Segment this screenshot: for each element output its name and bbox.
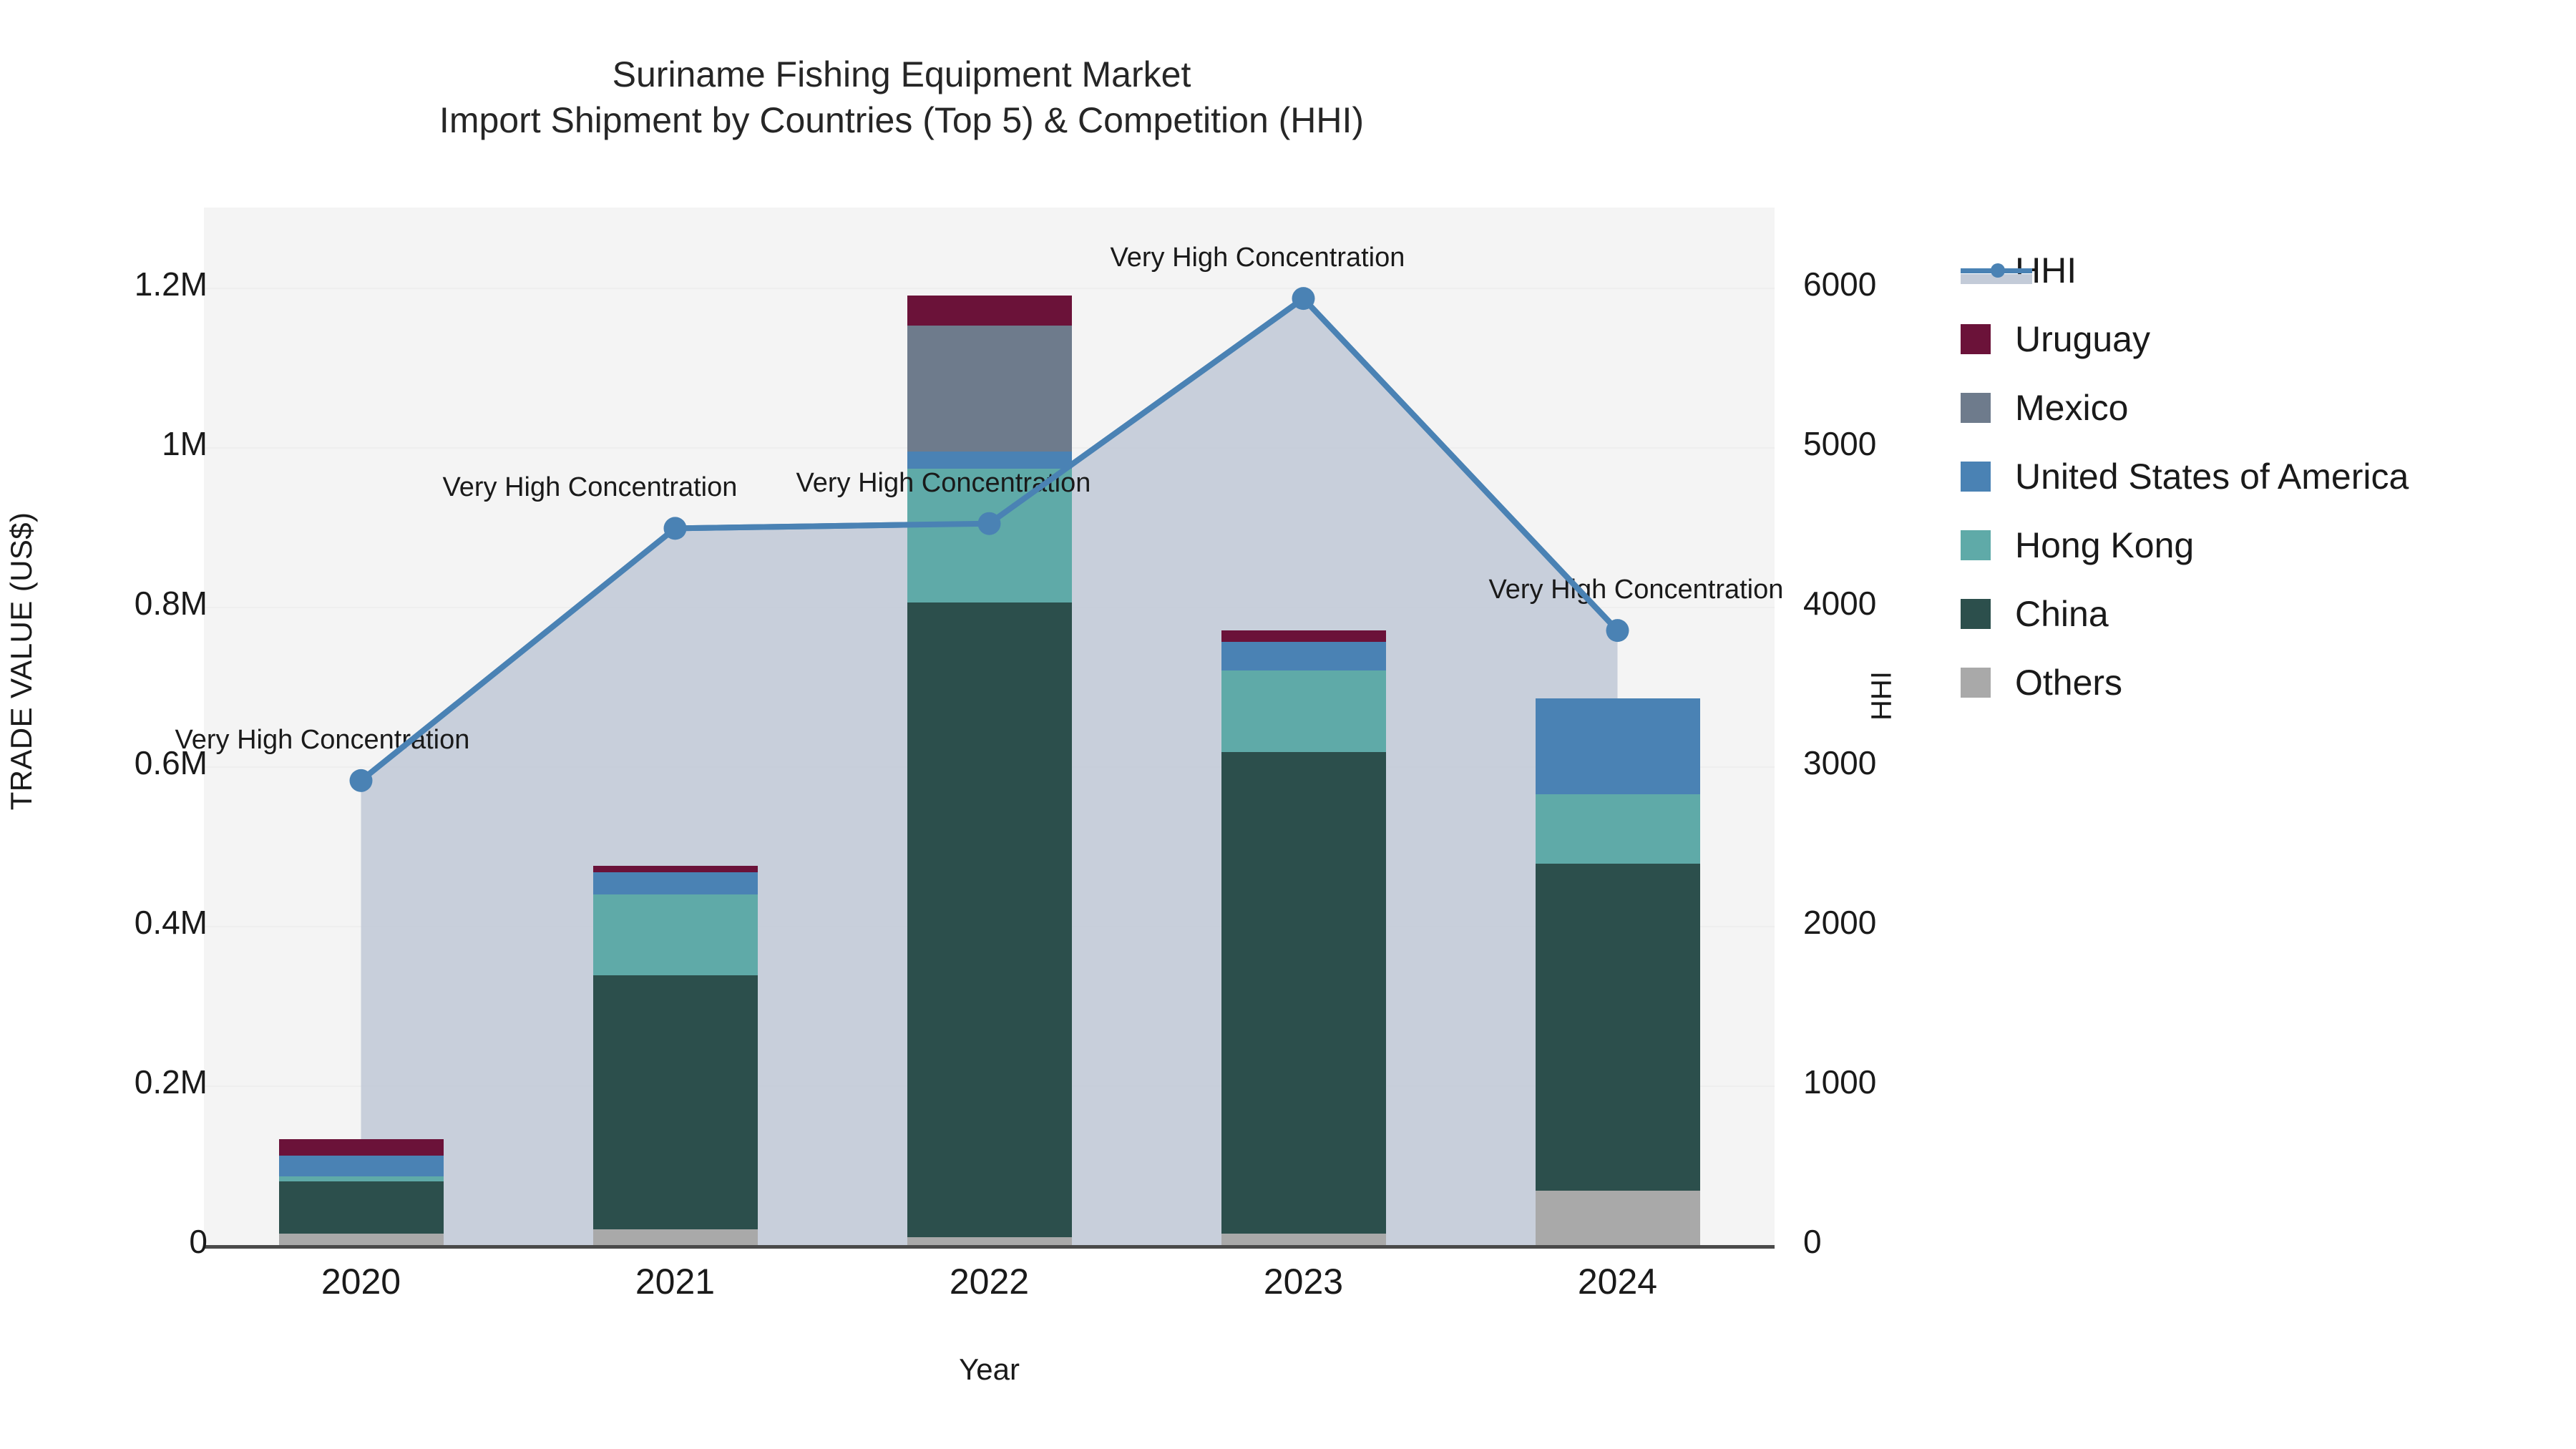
x-axis-label: Year (959, 1352, 1020, 1386)
y-axis-right-label: HHI (1865, 671, 1898, 721)
legend-swatch-icon (1961, 393, 1991, 423)
y-axis-right-tick-label: 1000 (1803, 1063, 1877, 1101)
y-axis-left-tick-label: 1.2M (134, 265, 208, 303)
chart-title-block: Suriname Fishing Equipment Market Import… (0, 52, 1803, 143)
y-axis-left-tick-label: 0.2M (134, 1063, 208, 1101)
chart-legend: HHI Uruguay Mexico United States of America… (1961, 236, 2562, 717)
annotation-label: Very High Concentration (796, 467, 1091, 498)
bar-segment[interactable] (1221, 751, 1386, 1234)
legend-item-label: China (2015, 594, 2109, 634)
y-axis-left-tick-label: 0.8M (134, 584, 208, 622)
annotation-label: Very High Concentration (1110, 243, 1405, 273)
legend-item[interactable]: Others (1961, 648, 2562, 717)
bar-segment[interactable] (907, 1236, 1072, 1245)
bar-segment[interactable] (1535, 1191, 1700, 1245)
bar-segment[interactable] (278, 1156, 444, 1177)
x-axis-tick-label[interactable]: 2022 (949, 1262, 1030, 1302)
x-axis-tick-label[interactable]: 2023 (1263, 1262, 1344, 1302)
bar-segment[interactable] (592, 872, 758, 895)
annotation-label: Very High Concentration (175, 724, 470, 755)
legend-swatch-icon (1961, 668, 1991, 698)
bar-segment[interactable] (907, 326, 1072, 452)
legend-item-label: Mexico (2015, 388, 2129, 428)
bar-segment[interactable] (592, 894, 758, 975)
legend-item-label: Uruguay (2015, 319, 2150, 359)
y-axis-left-tick-label: 0.6M (134, 743, 208, 781)
y-axis-right-tick-label: 4000 (1803, 584, 1877, 622)
bar-segment[interactable] (592, 1229, 758, 1245)
y-axis-left-tick-label: 0 (189, 1223, 208, 1260)
legend-item[interactable]: Uruguay (1961, 305, 2562, 374)
y-axis-right-tick-label: 5000 (1803, 424, 1877, 462)
bar-segment[interactable] (1221, 630, 1386, 642)
gridline-right (204, 287, 1775, 289)
y-axis-right-tick-label: 6000 (1803, 265, 1877, 303)
x-axis-tick-label[interactable]: 2020 (321, 1262, 401, 1302)
y-axis-left-tick-label: 1M (162, 424, 208, 462)
bar-segment[interactable] (278, 1181, 444, 1234)
legend-item-label: United States of America (2015, 457, 2409, 497)
bar-segment[interactable] (592, 866, 758, 873)
bar-segment[interactable] (1221, 641, 1386, 670)
chart-subtitle: Import Shipment by Countries (Top 5) & C… (439, 100, 1365, 140)
legend-swatch-icon (1961, 324, 1991, 354)
legend-item[interactable]: Mexico (1961, 374, 2562, 442)
legend-swatch-icon (1961, 462, 1991, 492)
bar-segment[interactable] (1535, 863, 1700, 1191)
annotation-label: Very High Concentration (1488, 575, 1784, 605)
legend-swatch-icon (1961, 599, 1991, 629)
bar-segment[interactable] (1535, 698, 1700, 794)
legend-item-label: Others (2015, 663, 2123, 703)
bar-segment[interactable] (1221, 1234, 1386, 1245)
legend-item[interactable]: China (1961, 580, 2562, 648)
bar-segment[interactable] (278, 1176, 444, 1181)
bar-segment[interactable] (1221, 670, 1386, 752)
bar-segment[interactable] (1535, 794, 1700, 864)
legend-item[interactable]: Hong Kong (1961, 511, 2562, 580)
page-title: Suriname Fishing Equipment Market (612, 54, 1191, 94)
legend-line-marker-icon (1961, 255, 2032, 286)
y-axis-left-label: TRADE VALUE (US$) (4, 512, 38, 811)
bar-segment[interactable] (278, 1234, 444, 1245)
y-axis-right-tick-label: 0 (1803, 1223, 1822, 1260)
bar-segment[interactable] (907, 452, 1072, 469)
legend-item[interactable]: HHI (1961, 236, 2562, 305)
legend-item-label: Hong Kong (2015, 525, 2195, 565)
y-axis-left-tick-label: 0.4M (134, 903, 208, 941)
x-axis-line (204, 1245, 1775, 1249)
bar-segment[interactable] (907, 295, 1072, 326)
bar-segment[interactable] (278, 1138, 444, 1156)
annotation-label: Very High Concentration (442, 472, 738, 503)
y-axis-right-tick-label: 2000 (1803, 903, 1877, 941)
x-axis-tick-label[interactable]: 2024 (1577, 1262, 1658, 1302)
legend-swatch-icon (1961, 530, 1991, 560)
bar-segment[interactable] (592, 975, 758, 1229)
bar-segment[interactable] (907, 602, 1072, 1237)
x-axis-tick-label[interactable]: 2021 (635, 1262, 716, 1302)
legend-item[interactable]: United States of America (1961, 442, 2562, 511)
y-axis-right-tick-label: 3000 (1803, 743, 1877, 781)
